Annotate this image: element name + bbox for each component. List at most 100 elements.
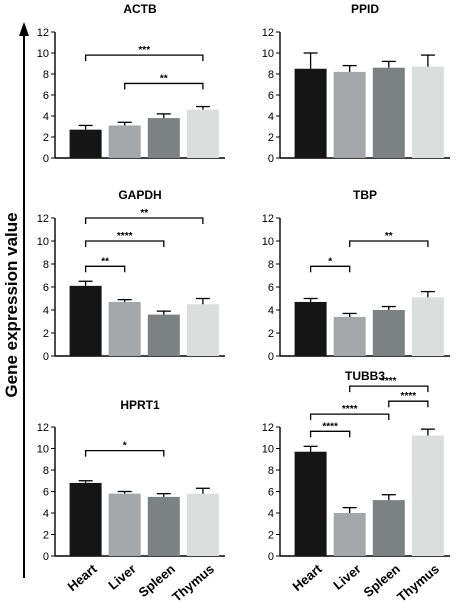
y-tick-label: 6: [43, 90, 49, 102]
significance-label: ****: [381, 376, 397, 387]
bar-spleen: [147, 496, 180, 556]
y-tick-label: 0: [43, 351, 49, 363]
chart-title: TBP: [353, 188, 377, 202]
y-tick-label: 8: [268, 465, 274, 477]
y-tick-label: 12: [262, 213, 274, 225]
significance-bracket: [84, 240, 165, 247]
significance-label: ****: [342, 404, 358, 415]
y-tick-label: 8: [268, 69, 274, 81]
y-tick-label: 2: [43, 530, 49, 542]
y-tick-label: 4: [43, 111, 49, 123]
y-tick-label: 12: [262, 422, 274, 434]
bar-liver: [108, 493, 141, 556]
significance-bracket: [84, 450, 165, 457]
shared-y-axis-arrow: [19, 22, 29, 36]
y-tick-label: 0: [268, 551, 274, 563]
y-tick-label: 0: [268, 153, 274, 165]
bar-heart: [294, 68, 327, 158]
y-tick-label: 12: [37, 213, 49, 225]
y-tick-label: 6: [43, 282, 49, 294]
y-tick-label: 2: [268, 328, 274, 340]
x-tick-label-thymus: Thymus: [394, 561, 442, 605]
x-tick-label-heart: Heart: [290, 561, 326, 594]
bar-spleen: [372, 67, 405, 158]
bar-spleen: [372, 310, 405, 356]
y-tick-label: 10: [37, 444, 49, 456]
x-tick-label-heart: Heart: [65, 561, 101, 594]
bar-liver: [333, 71, 366, 158]
y-tick-label: 6: [268, 282, 274, 294]
bar-thymus: [186, 304, 219, 356]
bar-thymus: [411, 66, 444, 158]
bar-liver: [108, 125, 141, 158]
y-tick-label: 4: [43, 305, 49, 317]
significance-bracket: [349, 240, 429, 247]
chart-title: GAPDH: [118, 188, 161, 202]
y-tick-label: 6: [268, 90, 274, 102]
y-tick-label: 4: [268, 111, 274, 123]
significance-bracket: [84, 217, 204, 224]
y-axis-label: Gene expression value: [2, 212, 21, 397]
bar-spleen: [147, 118, 180, 158]
significance-bracket: [309, 413, 390, 421]
y-tick-label: 10: [262, 236, 274, 248]
y-tick-label: 8: [43, 259, 49, 271]
y-tick-label: 4: [43, 508, 49, 520]
x-tick-label-liver: Liver: [105, 561, 138, 592]
significance-bracket: [84, 54, 204, 62]
bar-heart: [69, 285, 102, 356]
y-tick-label: 8: [268, 259, 274, 271]
bar-heart: [69, 129, 102, 158]
y-tick-label: 12: [37, 422, 49, 434]
significance-label: **: [385, 231, 393, 242]
y-tick-label: 8: [43, 465, 49, 477]
significance-bracket: [309, 265, 351, 273]
y-tick-label: 0: [43, 153, 49, 165]
significance-bracket: [84, 265, 126, 273]
significance-label: **: [101, 256, 109, 267]
significance-bracket: [124, 82, 204, 90]
significance-label: **: [140, 208, 148, 219]
y-tick-label: 4: [268, 305, 274, 317]
x-tick-label-thymus: Thymus: [169, 561, 217, 605]
y-tick-label: 6: [268, 487, 274, 499]
significance-label: ****: [401, 391, 417, 402]
y-tick-label: 2: [43, 328, 49, 340]
bar-spleen: [147, 314, 180, 356]
chart-title: ACTB: [123, 2, 157, 16]
y-tick-label: 10: [262, 444, 274, 456]
significance-label: ****: [322, 421, 338, 432]
bar-heart: [69, 482, 102, 556]
y-tick-label: 2: [268, 132, 274, 144]
bar-spleen: [372, 500, 405, 556]
significance-label: ***: [138, 45, 150, 56]
bar-heart: [294, 301, 327, 356]
y-tick-label: 12: [262, 27, 274, 39]
bar-liver: [108, 301, 141, 356]
chart-title: PPID: [351, 2, 379, 16]
significance-bracket: [349, 385, 429, 393]
bar-thymus: [186, 493, 219, 556]
significance-label: **: [160, 73, 168, 84]
bar-thymus: [411, 435, 444, 556]
y-tick-label: 10: [37, 48, 49, 60]
bar-liver: [333, 513, 366, 556]
y-tick-label: 12: [37, 27, 49, 39]
bar-thymus: [411, 297, 444, 356]
chart-panel-ppid: PPID 0 2 4 6 8 10 12: [262, 2, 450, 165]
significance-label: ****: [117, 231, 133, 242]
significance-label: *: [328, 256, 332, 267]
bar-heart: [294, 451, 327, 556]
y-tick-label: 10: [262, 48, 274, 60]
y-tick-label: 0: [268, 351, 274, 363]
chart-title: HPRT1: [120, 398, 160, 412]
y-tick-label: 4: [268, 508, 274, 520]
x-tick-label-liver: Liver: [330, 561, 363, 592]
y-tick-label: 2: [268, 530, 274, 542]
bar-liver: [333, 316, 366, 356]
